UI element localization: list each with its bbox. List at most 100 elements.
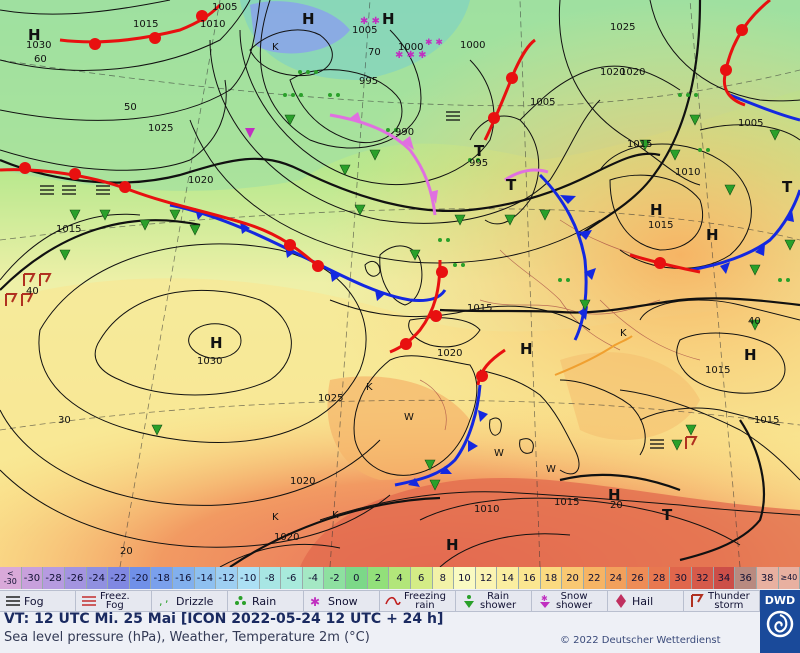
- legend-label: Snow: [328, 594, 358, 608]
- pressure-label: 1005: [352, 25, 377, 36]
- scale-step: 24: [605, 567, 628, 589]
- scale-step: -4: [302, 567, 325, 589]
- pressure-label: 1015: [56, 224, 81, 235]
- cold-front-atlantic: [169, 203, 447, 302]
- legend-item: Rain: [228, 591, 304, 611]
- pressure-centre-label: T: [782, 178, 793, 196]
- scale-step: 4: [389, 567, 411, 589]
- occlusion-front: [329, 112, 549, 216]
- scale-step: -2: [324, 567, 346, 589]
- pressure-centre-label: H: [446, 536, 459, 554]
- scale-step: 32: [692, 567, 714, 589]
- cold-front-mediterranean: [394, 384, 488, 487]
- legend-label: Snow shower: [556, 591, 593, 611]
- pressure-centre-label: H: [744, 346, 757, 364]
- pressure-label: 1005: [212, 2, 237, 13]
- legend-label: Fog: [24, 594, 44, 608]
- rain-icon: [232, 593, 250, 609]
- pressure-label: 1005: [738, 118, 763, 129]
- warm-front-north: [59, 0, 771, 141]
- pressure-label: 1015: [467, 303, 492, 314]
- pressure-centre-label: T: [662, 506, 673, 524]
- thunderstorm-icon: [688, 593, 706, 609]
- scale-step: 36: [735, 567, 757, 589]
- pressure-label: 995: [469, 158, 488, 169]
- svg-text:,: ,: [159, 595, 163, 608]
- scale-step: -8: [259, 567, 282, 589]
- snow-symbols: ✱ ✱ ✱ ✱ ✱ ✱ ✱: [245, 16, 443, 138]
- legend-item: ,, Drizzle: [152, 591, 228, 611]
- main-isobars: [0, 0, 800, 567]
- pressure-label: 1020: [437, 348, 462, 359]
- scale-high-end: ≥40: [778, 567, 800, 589]
- svg-text:,: ,: [165, 593, 169, 605]
- scale-step: -12: [216, 567, 238, 589]
- pressure-label: 990: [395, 127, 414, 138]
- wind-label: K: [272, 42, 279, 53]
- fog-symbols: [40, 111, 664, 449]
- pressure-label: 995: [359, 76, 378, 87]
- rain-symbols: [283, 70, 790, 282]
- pressure-labels: 1005 1010 1030 1015 1005 1000 1000 995 1025 1020 9…: [26, 2, 779, 543]
- weather-legend: Fog Freez. Fog,, Drizzle Rain ✱ Snow Freezing …: [0, 590, 760, 612]
- latitude-label: 60: [34, 54, 47, 65]
- pressure-label: 1015: [627, 139, 652, 150]
- pressure-label: 1015: [554, 497, 579, 508]
- weather-map: ✱ ✱ ✱ ✱ ✱ ✱ ✱ 1005 1010 1030 1015 1005 1000 10…: [0, 0, 800, 567]
- warm-front-east: [476, 253, 701, 386]
- pressure-centre-label: H: [210, 334, 223, 352]
- scale-step: -18: [151, 567, 173, 589]
- scale-step: 2: [367, 567, 390, 589]
- wind-label: W: [546, 464, 556, 475]
- legend-item: Freezing rain: [380, 591, 456, 611]
- svg-text:✱: ✱: [310, 595, 320, 609]
- coastlines: [249, 29, 800, 521]
- scale-step: 38: [756, 567, 779, 589]
- warm-front-atlantic: [0, 162, 448, 354]
- latitude-label: 40: [748, 316, 761, 327]
- svg-text:✱ ✱: ✱ ✱: [360, 16, 380, 27]
- legend-item: Thunder storm: [684, 591, 760, 611]
- iberia-warm: [327, 376, 470, 480]
- latitude-label: 20: [610, 500, 623, 511]
- wind-label: W: [404, 412, 414, 423]
- pressure-label: 1020: [600, 67, 625, 78]
- pressure-label: 1015: [705, 365, 730, 376]
- map-subtitle: Sea level pressure (hPa), Weather, Tempe…: [4, 630, 370, 645]
- scale-step: -20: [129, 567, 152, 589]
- legend-label: Freezing rain: [404, 591, 446, 611]
- legend-label: Thunder storm: [708, 591, 750, 611]
- legend-item: Freez. Fog: [76, 591, 152, 611]
- scale-step: 14: [497, 567, 519, 589]
- scale-step: -30: [21, 567, 44, 589]
- scale-low-end: < -30: [0, 567, 22, 589]
- cold-front-east: [689, 93, 800, 274]
- pressure-label: 1030: [26, 40, 51, 51]
- scale-step: -26: [64, 567, 87, 589]
- pressure-label: 1015: [648, 220, 673, 231]
- dwd-logo-text: DWD: [764, 594, 796, 607]
- pressure-centre-label: H: [608, 486, 621, 504]
- scale-step: 18: [540, 567, 563, 589]
- pressure-label: 1020: [274, 532, 299, 543]
- pressure-label: 1010: [474, 504, 499, 515]
- pressure-label: 1030: [197, 356, 222, 367]
- temperature-scale: < -30 -30 -28 -26 -24 -22 -20 -18 -16 -14 -12 -10 -8…: [0, 567, 800, 589]
- balkans-warm: [560, 352, 700, 440]
- scale-step: 30: [670, 567, 692, 589]
- thunderstorm-symbols: [5, 273, 698, 449]
- pressure-label: 1000: [460, 40, 485, 51]
- pressure-centres: H H H T T H H H H H H T H T: [28, 10, 793, 554]
- rain-shower-symbols: [59, 114, 796, 491]
- pressure-label: 1010: [200, 19, 225, 30]
- scale-step: 12: [475, 567, 498, 589]
- pressure-label: 1015: [754, 415, 779, 426]
- scale-step: 8: [432, 567, 455, 589]
- pressure-centre-label: H: [28, 26, 41, 44]
- legend-label: Hail: [632, 594, 654, 608]
- legend-label: Rain: [252, 594, 277, 608]
- dwd-logo: DWD: [760, 590, 800, 653]
- latitude-label: 50: [124, 102, 137, 113]
- pressure-label: 1000: [398, 42, 423, 53]
- legend-item: Fog: [0, 591, 76, 611]
